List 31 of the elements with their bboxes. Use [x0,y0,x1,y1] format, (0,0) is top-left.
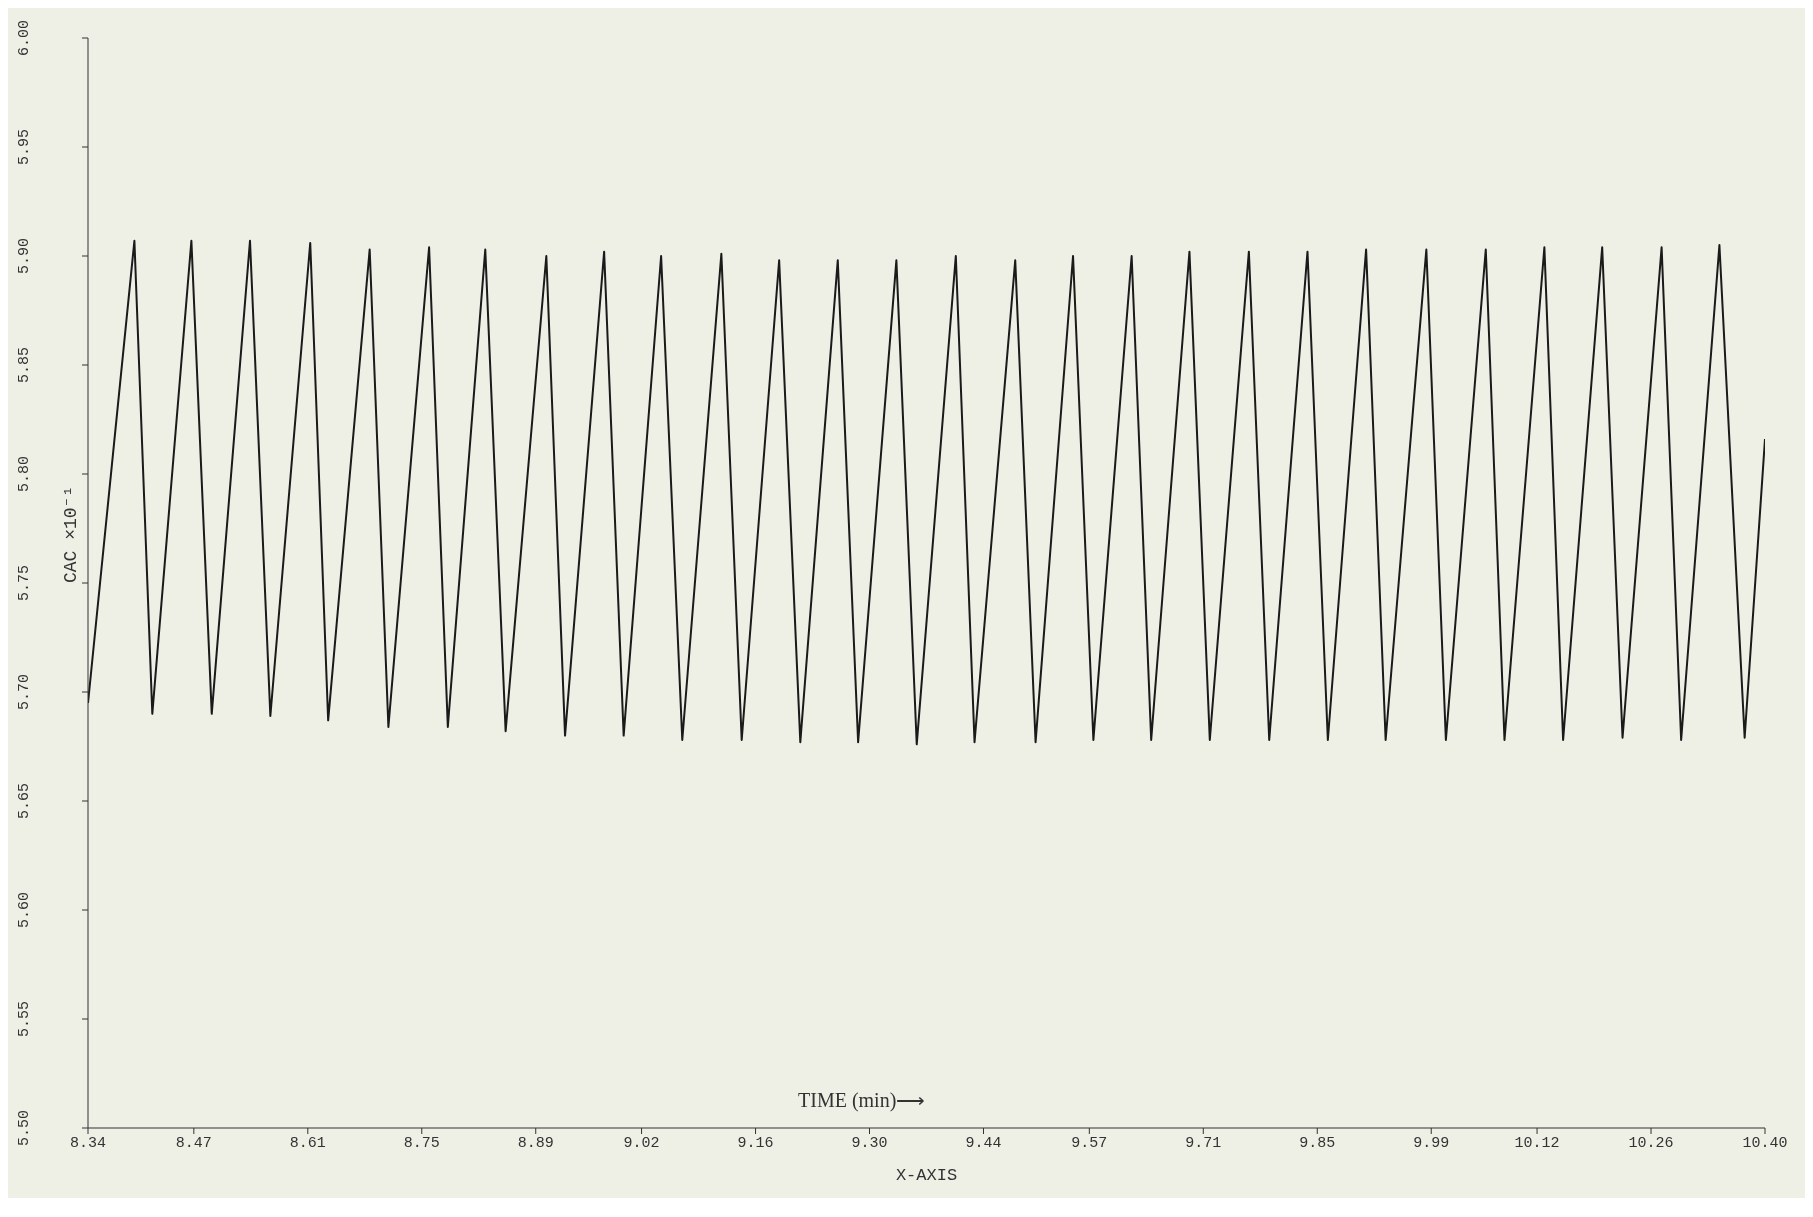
y-tick-label: 5.70 [16,673,33,711]
x-tick-label: 10.12 [1514,1134,1560,1152]
x-tick-label: 9.16 [737,1134,774,1152]
x-tick-label: 9.02 [623,1134,660,1152]
x-tick-label: 8.75 [403,1134,440,1152]
y-tick-label: 5.80 [16,455,33,493]
x-tick-label: 9.57 [1071,1134,1108,1152]
y-tick-label: 5.95 [16,128,33,166]
x-axis-title: X-AXIS [895,1166,958,1185]
y-tick-label: 5.60 [16,891,33,929]
x-tick-label: 10.40 [1742,1134,1788,1152]
y-tick-label: 5.65 [16,782,33,820]
y-axis-title: CAC ×10⁻¹ [61,485,82,583]
x-tick-label: 8.47 [175,1134,212,1152]
line-series [88,239,1765,746]
x-tick-label: 9.85 [1299,1134,1336,1152]
y-tick-label: 6.00 [16,19,33,57]
annotation: TIME (min)⟶ [798,1088,926,1112]
y-tick-label: 5.55 [16,1000,33,1038]
x-tick-label: 9.99 [1413,1134,1450,1152]
y-tick-label: 5.75 [16,564,33,602]
y-tick-label: 5.85 [16,346,33,384]
x-tick-label: 9.71 [1185,1134,1222,1152]
x-tick-label: 9.44 [965,1134,1002,1152]
x-tick-label: 10.26 [1628,1134,1674,1152]
x-tick-label: 9.30 [851,1134,888,1152]
y-tick-label: 5.50 [16,1109,33,1147]
x-tick-label: 8.34 [69,1134,107,1152]
y-tick-label: 5.90 [16,237,33,275]
x-tick-label: 8.89 [517,1134,554,1152]
x-tick-label: 8.61 [289,1134,326,1152]
